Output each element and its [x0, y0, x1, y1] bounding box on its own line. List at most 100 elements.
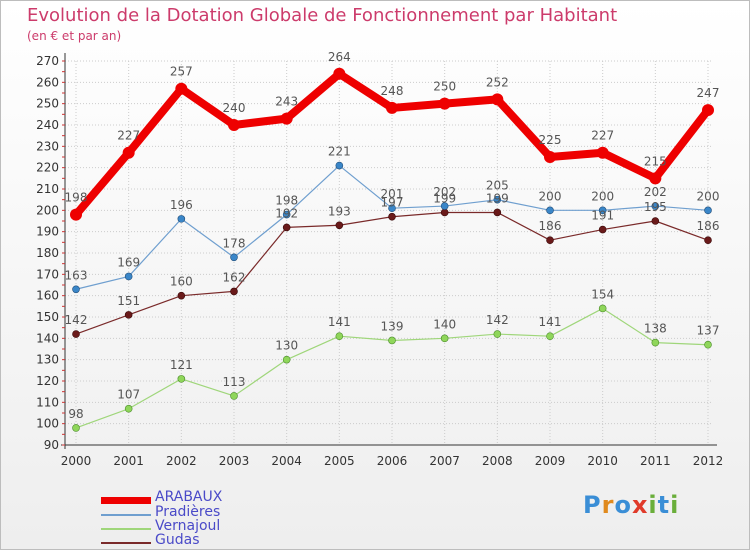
point-gudas-2001: [124, 311, 133, 319]
series-group: [70, 67, 714, 432]
data-label-pradieres-2003: 178: [223, 236, 246, 250]
point-arabaux-2000: [70, 208, 82, 221]
point-gudas-2007: [440, 208, 449, 217]
data-label-vernajoul-2007: 140: [433, 317, 456, 331]
logo-letter: i: [670, 491, 680, 519]
x-tick-label-2004: 2004: [271, 454, 302, 468]
data-label-gudas-2012: 186: [697, 219, 720, 233]
point-arabaux-2006: [386, 101, 398, 114]
data-label-arabaux-2005: 264: [328, 50, 351, 64]
data-label-arabaux-2012: 247: [697, 86, 720, 100]
data-label-pradieres-2011: 202: [644, 185, 667, 199]
point-arabaux-2002: [175, 82, 188, 95]
y-tick-label-140: 140: [36, 331, 59, 345]
data-label-gudas-2001: 151: [117, 294, 140, 308]
data-label-arabaux-2006: 248: [381, 84, 404, 98]
data-label-vernajoul-2005: 141: [328, 315, 351, 329]
point-pradieres-2005: [335, 161, 344, 170]
y-tick-label-100: 100: [36, 417, 59, 431]
data-label-pradieres-2005: 221: [328, 145, 351, 159]
logo-letter: r: [601, 491, 615, 519]
data-label-vernajoul-2010: 154: [591, 287, 614, 301]
data-label-gudas-2007: 199: [433, 191, 456, 205]
point-gudas-2010: [598, 225, 607, 234]
axes: 90 100 110 120 130 140 150 160 170 180 190 200 210 22…: [36, 53, 723, 468]
point-gudas-2004: [282, 223, 291, 232]
legend-label-pradieres: Pradières: [155, 504, 221, 520]
x-tick-label-2001: 2001: [113, 454, 144, 468]
data-label-vernajoul-2011: 138: [644, 322, 667, 336]
x-tick-label-2005: 2005: [324, 454, 355, 468]
y-tick-label-130: 130: [36, 353, 59, 367]
y-tick-label-240: 240: [36, 118, 59, 132]
point-arabaux-2010: [596, 146, 609, 159]
point-pradieres-2004: [282, 210, 291, 219]
point-vernajoul-2004: [282, 355, 291, 364]
y-tick-label-120: 120: [36, 374, 59, 388]
point-vernajoul-2007: [440, 334, 449, 343]
data-label-gudas-2004: 192: [275, 206, 298, 220]
point-vernajoul-2009: [546, 332, 554, 341]
data-label-gudas-2003: 162: [223, 270, 246, 284]
point-pradieres-2002: [177, 215, 186, 223]
chart-title: Evolution de la Dotation Globale de Fonc…: [27, 5, 618, 26]
point-gudas-2003: [230, 287, 238, 296]
y-tick-label-190: 190: [36, 225, 59, 239]
point-vernajoul-2011: [651, 338, 660, 347]
x-tick-label-2009: 2009: [535, 454, 566, 468]
data-label-arabaux-2003: 240: [223, 101, 246, 115]
data-label-gudas-2011: 195: [644, 200, 667, 214]
point-gudas-2005: [335, 221, 344, 230]
point-arabaux-2004: [280, 112, 293, 125]
data-label-arabaux-2004: 243: [275, 95, 298, 109]
chart-subtitle: (en € et par an): [27, 29, 122, 43]
y-tick-label-260: 260: [36, 75, 59, 89]
x-tick-label-2010: 2010: [587, 454, 618, 468]
point-gudas-2000: [72, 330, 80, 338]
legend-label-arabaux: ARABAUX: [155, 489, 223, 505]
data-label-arabaux-2009: 225: [539, 133, 562, 147]
point-arabaux-2011: [649, 172, 662, 185]
data-label-pradieres-2010: 200: [591, 189, 614, 203]
y-tick-label-90: 90: [44, 438, 59, 452]
point-pradieres-2008: [493, 195, 502, 204]
legend-label-gudas: Gudas: [155, 532, 200, 548]
legend-swatch-gudas: [101, 542, 151, 544]
legend-swatch-vernajoul: [101, 528, 151, 530]
data-label-arabaux-2011: 215: [644, 154, 667, 168]
y-tick-label-220: 220: [36, 161, 59, 175]
data-label-vernajoul-2006: 139: [381, 319, 404, 333]
data-label-pradieres-2008: 205: [486, 179, 509, 193]
logo-letter: o: [614, 491, 632, 519]
x-tick-label-2006: 2006: [377, 454, 408, 468]
point-vernajoul-2006: [388, 336, 396, 345]
y-tick-label-200: 200: [36, 203, 59, 217]
data-label-gudas-2009: 186: [539, 219, 562, 233]
data-label-vernajoul-2002: 121: [170, 358, 193, 372]
data-label-pradieres-2012: 200: [697, 189, 720, 203]
point-vernajoul-2008: [493, 330, 502, 338]
x-tick-label-2002: 2002: [166, 454, 197, 468]
y-tick-label-250: 250: [36, 97, 59, 111]
data-label-vernajoul-2003: 113: [223, 375, 246, 389]
data-label-gudas-2000: 142: [65, 313, 88, 327]
point-gudas-2011: [651, 217, 660, 225]
y-tick-label-150: 150: [36, 310, 59, 324]
y-tick-label-180: 180: [36, 246, 59, 260]
point-arabaux-2007: [438, 97, 451, 110]
data-label-pradieres-2007: 202: [433, 185, 456, 199]
data-label-pradieres-2001: 169: [117, 255, 140, 269]
point-arabaux-2012: [702, 104, 714, 117]
legend-swatch-pradieres: [101, 514, 151, 516]
x-tick-label-2012: 2012: [693, 454, 724, 468]
point-gudas-2002: [177, 291, 186, 300]
logo-letter: t: [657, 491, 671, 519]
point-gudas-2012: [704, 236, 712, 244]
point-arabaux-2009: [544, 151, 556, 163]
y-tick-label-110: 110: [36, 395, 59, 409]
data-label-gudas-2006: 197: [381, 196, 404, 210]
point-pradieres-2000: [72, 285, 80, 294]
data-label-gudas-2008: 199: [486, 191, 509, 205]
